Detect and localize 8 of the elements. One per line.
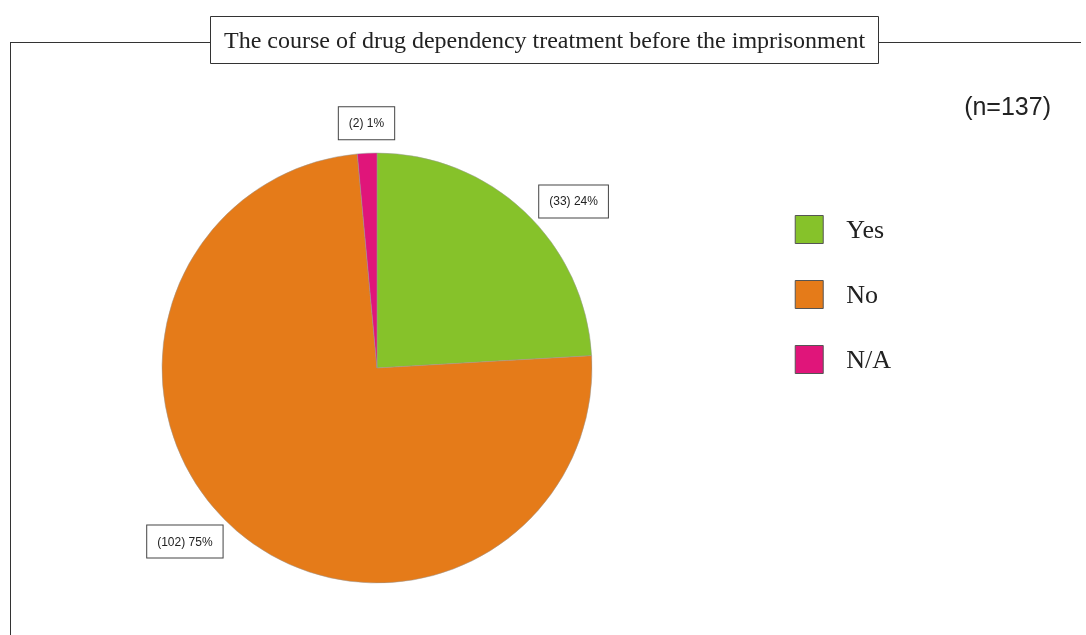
data-label: (102) 75% (157, 534, 213, 549)
text: (n=137) (964, 91, 1052, 120)
legend-label: N/A (846, 345, 892, 374)
data-label: (33) 24% (549, 194, 599, 209)
legend-label: No (846, 280, 878, 309)
chart-title: The course of drug dependency treatment before the imprisonment (224, 27, 866, 53)
data-label: (2) 1% (348, 116, 385, 131)
legend-label: Yes (846, 215, 885, 244)
